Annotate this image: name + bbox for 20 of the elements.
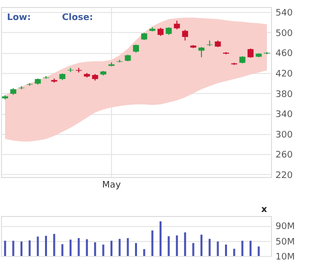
y-tick-label: 10M [276,252,295,262]
candlestick [248,48,254,58]
annotation: Close: [62,13,93,23]
y-tick-label: 420 [276,69,293,80]
y-tick-label: 90M [276,222,295,232]
y-tick-label: 50M [276,237,295,248]
y-tick-label: 300 [276,130,293,140]
candlestick [206,40,213,47]
y-tick-label: 380 [276,90,293,100]
y-tick-label: 500 [276,28,293,39]
y-tick-label: 540 [276,8,293,19]
candlestick [182,29,188,41]
y-tick-label: 340 [276,110,293,120]
text: x [261,205,268,215]
y-tick-label: 260 [276,150,293,161]
annotation: Low: [7,13,31,23]
y-tick-label: 220 [276,170,293,181]
x-tick-label: May [102,180,122,190]
y-tick-label: 460 [276,49,293,60]
candlestick [198,46,204,58]
